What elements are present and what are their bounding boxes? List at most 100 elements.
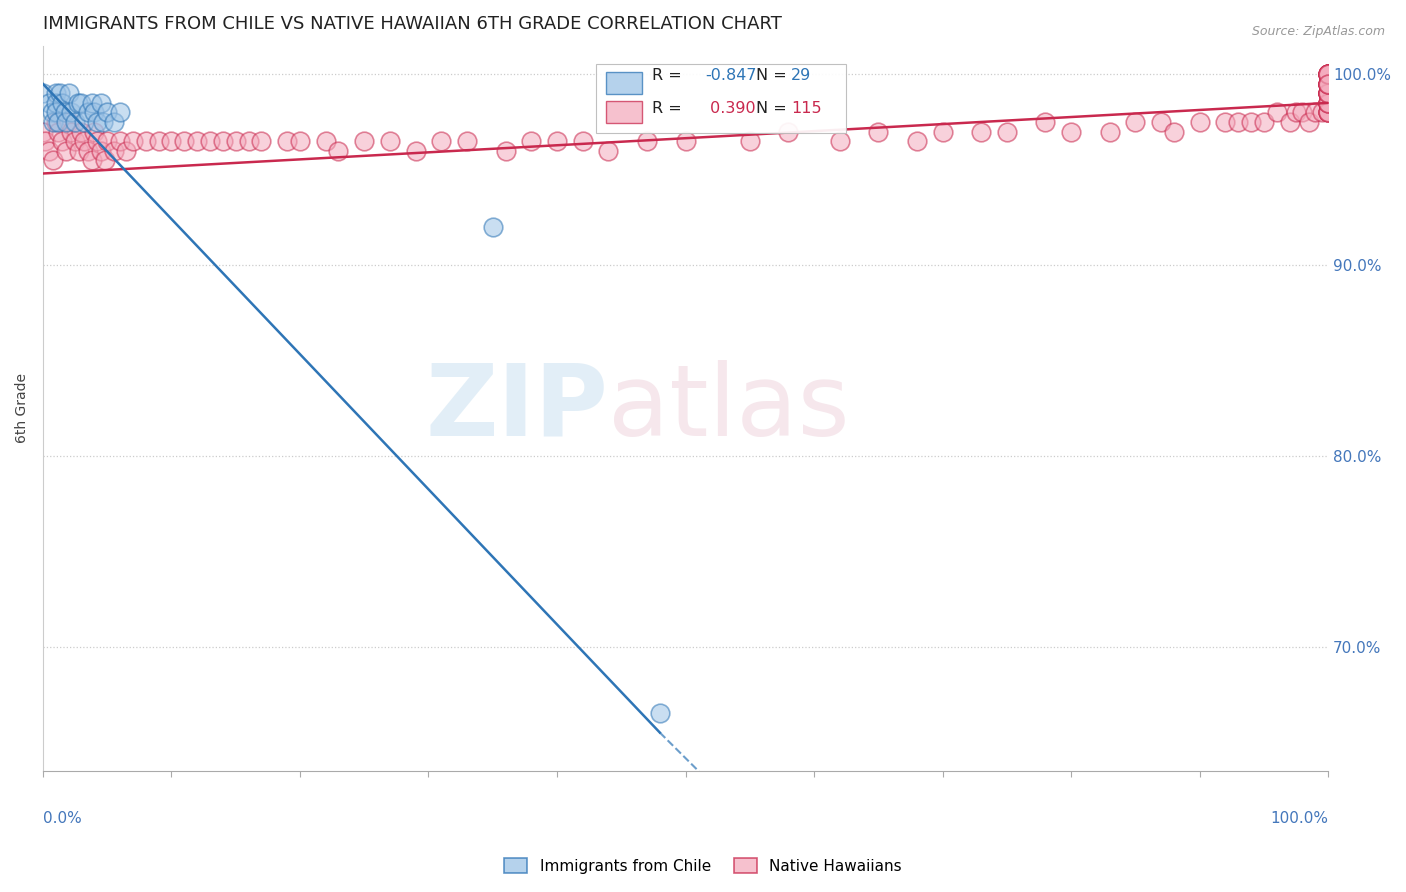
Point [1317, 105, 1340, 120]
Point [378, 134, 401, 148]
Point [70, 124, 93, 138]
Point [1285, 105, 1308, 120]
Point [32, 87, 55, 101]
Point [1317, 77, 1340, 91]
Point [1317, 95, 1340, 110]
Point [1317, 105, 1340, 120]
Point [1163, 124, 1185, 138]
Point [41, 105, 63, 120]
Point [1125, 115, 1147, 129]
Point [481, 219, 503, 234]
Point [1317, 77, 1340, 91]
Point [1060, 124, 1083, 138]
Text: Source: ZipAtlas.com: Source: ZipAtlas.com [1251, 25, 1385, 38]
Point [42, 153, 65, 168]
Point [198, 134, 221, 148]
Point [1317, 77, 1340, 91]
Point [45, 115, 67, 129]
Point [90, 95, 112, 110]
Point [931, 124, 953, 138]
Point [86, 115, 108, 129]
Point [135, 134, 157, 148]
Point [76, 144, 98, 158]
Point [67, 144, 90, 158]
Point [83, 124, 105, 138]
Point [225, 134, 247, 148]
Point [328, 144, 350, 158]
Point [571, 134, 593, 148]
Point [45, 87, 67, 101]
Point [108, 134, 131, 148]
Point [1317, 67, 1340, 81]
Text: ZIP: ZIP [426, 359, 609, 457]
Point [456, 134, 478, 148]
Point [1317, 77, 1340, 91]
Point [73, 115, 96, 129]
Point [1317, 67, 1340, 81]
Point [148, 134, 170, 148]
Point [828, 134, 851, 148]
Text: 0.0%: 0.0% [44, 811, 82, 826]
Point [1188, 115, 1211, 129]
Point [1317, 95, 1340, 110]
Point [905, 134, 928, 148]
Point [211, 134, 233, 148]
Point [1291, 105, 1313, 120]
Point [1317, 87, 1340, 101]
Point [1310, 105, 1333, 120]
FancyBboxPatch shape [596, 64, 846, 133]
Text: -0.847: -0.847 [704, 69, 756, 83]
Point [1317, 87, 1340, 101]
Point [353, 134, 375, 148]
Text: 29: 29 [792, 69, 811, 83]
Point [70, 95, 93, 110]
Point [738, 134, 761, 148]
Point [1317, 105, 1340, 120]
Text: 0.390: 0.390 [704, 101, 755, 116]
Point [1317, 87, 1340, 101]
Point [1317, 67, 1340, 81]
Point [1317, 95, 1340, 110]
Point [91, 115, 114, 129]
Point [103, 144, 125, 158]
Point [1265, 105, 1288, 120]
Point [1317, 67, 1340, 81]
Point [778, 124, 800, 138]
FancyBboxPatch shape [606, 102, 641, 123]
Point [1317, 95, 1340, 110]
Point [60, 105, 83, 120]
Point [53, 105, 76, 120]
Point [520, 134, 543, 148]
Text: N =: N = [756, 69, 787, 83]
Point [86, 134, 108, 148]
Point [55, 144, 77, 158]
Point [51, 95, 73, 110]
Point [63, 115, 86, 129]
Point [51, 134, 73, 148]
Point [1227, 115, 1250, 129]
Point [115, 144, 138, 158]
Text: 115: 115 [792, 101, 821, 116]
Point [276, 134, 298, 148]
Point [38, 95, 60, 110]
Point [108, 105, 131, 120]
Point [1253, 115, 1275, 129]
Point [598, 144, 620, 158]
Point [103, 115, 125, 129]
Point [160, 134, 183, 148]
Point [1317, 67, 1340, 81]
Point [121, 134, 143, 148]
Point [1317, 87, 1340, 101]
Text: N =: N = [756, 101, 787, 116]
Point [45, 95, 67, 110]
Point [1098, 124, 1121, 138]
Point [995, 124, 1018, 138]
Point [48, 87, 70, 101]
Point [46, 124, 69, 138]
FancyBboxPatch shape [606, 72, 641, 95]
Point [186, 134, 208, 148]
Point [63, 134, 86, 148]
Point [80, 153, 103, 168]
Point [58, 115, 80, 129]
Point [1317, 87, 1340, 101]
